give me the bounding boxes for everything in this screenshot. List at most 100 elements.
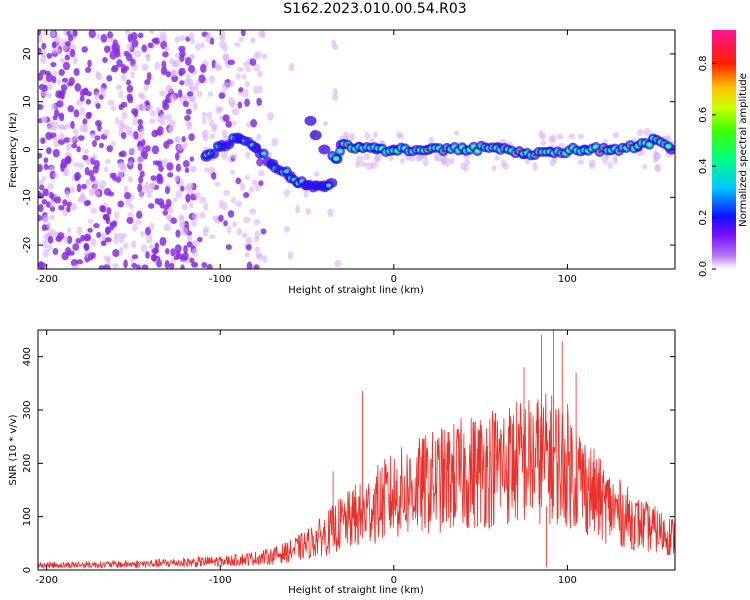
noise-speck	[136, 264, 141, 269]
noise-speck	[155, 106, 161, 114]
noise-speck	[166, 162, 174, 171]
noise-speck	[141, 63, 149, 72]
noise-speck	[214, 181, 221, 187]
x-tick-label: 0	[391, 274, 397, 285]
noise-speck	[501, 163, 510, 170]
noise-speck	[190, 261, 199, 268]
noise-speck	[360, 161, 368, 168]
noise-speck	[130, 240, 137, 249]
noise-speck	[102, 129, 110, 136]
noise-speck	[121, 164, 127, 173]
y-tick-label: 0	[22, 567, 33, 573]
noise-speck	[201, 261, 208, 269]
noise-speck	[162, 35, 168, 42]
noise-speck	[245, 244, 252, 251]
noise-speck	[79, 107, 86, 116]
colorbar-label: Normalized spectral amplitude	[738, 73, 749, 227]
noise-speck	[253, 264, 260, 269]
noise-speck	[110, 141, 116, 147]
noise-speck	[491, 165, 497, 172]
noise-speck	[137, 32, 144, 39]
noise-speck	[169, 262, 175, 269]
noise-speck	[82, 118, 88, 125]
snr-panel: -200 -100 0 100 0 100 200 300 400 Height of str…	[8, 329, 676, 596]
x-tick-label: -200	[35, 274, 58, 285]
noise-speck	[113, 232, 119, 240]
noise-speck	[149, 110, 157, 117]
noise-speck	[349, 132, 355, 141]
noise-speck	[136, 155, 144, 165]
track-core	[284, 169, 290, 174]
noise-speck	[127, 175, 133, 183]
noise-speck	[162, 51, 169, 58]
noise-speck	[74, 83, 82, 92]
noise-speck	[174, 152, 180, 161]
noise-speck	[120, 67, 127, 74]
snr-frame	[37, 329, 676, 571]
noise-speck	[145, 251, 150, 259]
noise-speck	[549, 159, 557, 167]
noise-speck	[194, 192, 201, 198]
noise-speck	[577, 159, 585, 165]
noise-speck	[206, 263, 213, 269]
noise-speck	[159, 90, 166, 97]
noise-speck	[74, 171, 82, 181]
noise-speck	[218, 35, 226, 41]
noise-speck	[138, 175, 144, 184]
noise-speck	[85, 111, 92, 120]
noise-speck	[148, 118, 156, 125]
noise-speck	[125, 53, 133, 62]
noise-speck	[244, 80, 250, 88]
noise-speck	[68, 77, 75, 86]
noise-speck	[184, 114, 191, 122]
noise-speck	[132, 63, 138, 71]
noise-speck	[83, 235, 91, 242]
noise-speck	[121, 233, 128, 239]
noise-speck	[132, 223, 138, 232]
noise-speck	[139, 231, 147, 237]
noise-speck	[199, 196, 207, 204]
noise-speck	[146, 235, 153, 244]
colorbar-tick-label: 0.2	[698, 210, 709, 226]
noise-speck	[50, 103, 57, 111]
noise-speck	[260, 30, 266, 39]
noise-speck	[202, 129, 210, 136]
noise-speck	[156, 177, 164, 185]
noise-speck	[102, 213, 110, 221]
noise-speck	[76, 259, 84, 265]
track-core	[261, 151, 267, 156]
noise-speck	[79, 95, 85, 102]
noise-speck	[43, 157, 49, 163]
noise-speck	[188, 32, 195, 41]
noise-speck	[203, 202, 209, 211]
noise-speck	[46, 222, 52, 229]
noise-speck	[540, 132, 547, 140]
noise-speck	[120, 132, 127, 140]
y-tick-label: 300	[22, 400, 33, 419]
noise-speck	[374, 153, 382, 162]
noise-speck	[38, 214, 43, 222]
noise-speck	[47, 182, 54, 191]
noise-speck	[148, 182, 156, 190]
noise-speck	[82, 124, 89, 134]
noise-speck	[244, 98, 250, 107]
y-tick-label: 20	[22, 48, 33, 61]
noise-speck	[225, 120, 233, 128]
noise-speck	[253, 63, 260, 72]
noise-speck	[140, 243, 148, 253]
noise-speck	[69, 186, 76, 194]
noise-speck	[51, 48, 58, 54]
noise-speck	[248, 208, 257, 215]
noise-speck	[540, 139, 547, 146]
noise-speck	[150, 253, 158, 262]
noise-speck	[181, 136, 186, 143]
noise-speck	[101, 205, 107, 213]
noise-speck	[186, 182, 194, 190]
noise-speck	[117, 200, 125, 208]
noise-speck	[230, 153, 238, 160]
noise-speck	[150, 175, 157, 181]
noise-speck	[84, 245, 90, 251]
noise-speck	[137, 162, 143, 171]
noise-speck	[133, 50, 142, 58]
noise-speck	[612, 157, 618, 165]
